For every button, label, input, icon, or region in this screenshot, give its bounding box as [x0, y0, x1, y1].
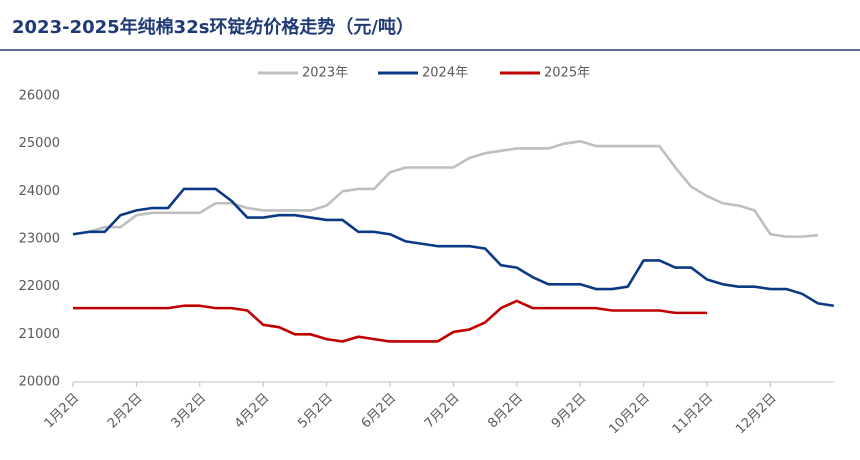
y-tick-label: 25000 [19, 136, 60, 151]
x-tick-label: 9月2日 [549, 391, 590, 432]
x-tick-label: 5月2日 [295, 391, 336, 432]
x-tick-label: 4月2日 [232, 391, 273, 432]
y-tick-label: 23000 [19, 232, 60, 247]
x-tick-label: 3月2日 [168, 391, 209, 432]
series-line [72, 187, 834, 308]
x-tick-label: 8月2日 [485, 391, 526, 432]
y-tick-label: 22000 [19, 279, 60, 294]
series-line [72, 139, 819, 238]
chart-title: 2023-2025年纯棉32s环锭纺价格走势（元/吨） [12, 16, 414, 38]
series-line [73, 299, 707, 343]
x-tick-label: 10月2日 [606, 391, 653, 438]
x-tick-label: 7月2日 [422, 391, 463, 432]
y-tick-label: 21000 [19, 327, 60, 342]
x-tick-label: 6月2日 [359, 391, 400, 432]
x-tick-label: 11月2日 [670, 391, 717, 438]
y-tick-label: 26000 [19, 89, 60, 104]
legend-label: 2025年 [544, 66, 590, 81]
y-tick-label: 20000 [19, 375, 60, 390]
legend-label: 2023年 [302, 66, 348, 81]
x-tick-label: 2月2日 [105, 391, 146, 432]
x-tick-label: 1月2日 [42, 391, 83, 432]
x-tick-label: 12月2日 [733, 391, 780, 438]
y-tick-label: 24000 [19, 184, 60, 199]
legend-label: 2024年 [422, 66, 468, 81]
